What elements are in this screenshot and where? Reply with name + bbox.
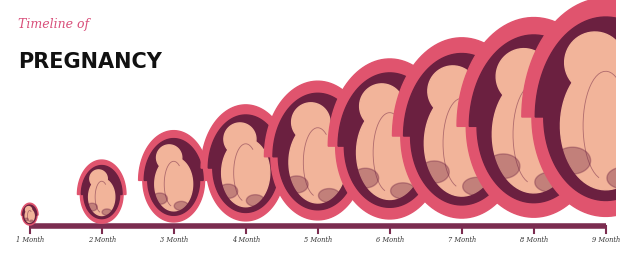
- Polygon shape: [157, 145, 182, 171]
- Text: PREGNANCY: PREGNANCY: [18, 52, 162, 72]
- Polygon shape: [487, 154, 520, 178]
- Polygon shape: [264, 81, 371, 220]
- Text: 7 Month: 7 Month: [448, 236, 476, 244]
- Text: 4 Month: 4 Month: [231, 236, 260, 244]
- Polygon shape: [224, 123, 256, 155]
- Polygon shape: [536, 17, 622, 200]
- Polygon shape: [221, 139, 270, 207]
- Polygon shape: [246, 195, 264, 206]
- Polygon shape: [102, 209, 112, 215]
- Polygon shape: [522, 0, 622, 216]
- Polygon shape: [292, 103, 330, 141]
- Text: 9 Month: 9 Month: [592, 236, 620, 244]
- Polygon shape: [24, 218, 28, 221]
- Text: 2 Month: 2 Month: [88, 236, 116, 244]
- Polygon shape: [155, 157, 193, 211]
- Polygon shape: [360, 84, 404, 129]
- Text: 8 Month: 8 Month: [519, 236, 548, 244]
- Polygon shape: [535, 172, 566, 192]
- Polygon shape: [496, 49, 551, 104]
- Polygon shape: [607, 167, 622, 189]
- Polygon shape: [457, 18, 610, 217]
- Polygon shape: [285, 176, 308, 193]
- Polygon shape: [77, 160, 126, 223]
- Polygon shape: [328, 59, 451, 219]
- Polygon shape: [25, 209, 34, 222]
- Polygon shape: [560, 62, 622, 190]
- Text: Timeline of: Timeline of: [18, 18, 89, 31]
- Polygon shape: [391, 183, 415, 199]
- Polygon shape: [392, 38, 531, 218]
- Polygon shape: [87, 203, 97, 211]
- Polygon shape: [404, 53, 520, 205]
- Text: 1 Month: 1 Month: [16, 236, 44, 244]
- Polygon shape: [463, 177, 491, 195]
- Polygon shape: [428, 66, 478, 116]
- Polygon shape: [201, 105, 290, 221]
- Polygon shape: [470, 35, 598, 203]
- Polygon shape: [139, 131, 209, 222]
- Text: 5 Month: 5 Month: [304, 236, 332, 244]
- Text: 3 Month: 3 Month: [160, 236, 188, 244]
- Text: 6 Month: 6 Month: [376, 236, 404, 244]
- Polygon shape: [565, 32, 622, 93]
- Polygon shape: [289, 122, 346, 203]
- Polygon shape: [174, 201, 188, 211]
- Polygon shape: [318, 188, 340, 202]
- Polygon shape: [424, 90, 499, 196]
- Polygon shape: [419, 161, 449, 183]
- Polygon shape: [152, 193, 167, 204]
- Polygon shape: [208, 115, 283, 213]
- Polygon shape: [26, 207, 32, 213]
- Polygon shape: [554, 147, 591, 174]
- Polygon shape: [273, 93, 363, 210]
- Polygon shape: [30, 220, 33, 222]
- Polygon shape: [90, 170, 107, 188]
- Polygon shape: [493, 76, 575, 193]
- Polygon shape: [88, 178, 115, 216]
- Polygon shape: [338, 73, 442, 207]
- Polygon shape: [356, 106, 423, 199]
- Polygon shape: [22, 205, 37, 223]
- Polygon shape: [21, 203, 38, 225]
- Polygon shape: [81, 165, 122, 219]
- Polygon shape: [352, 168, 379, 188]
- Polygon shape: [144, 139, 203, 215]
- Polygon shape: [218, 184, 238, 199]
